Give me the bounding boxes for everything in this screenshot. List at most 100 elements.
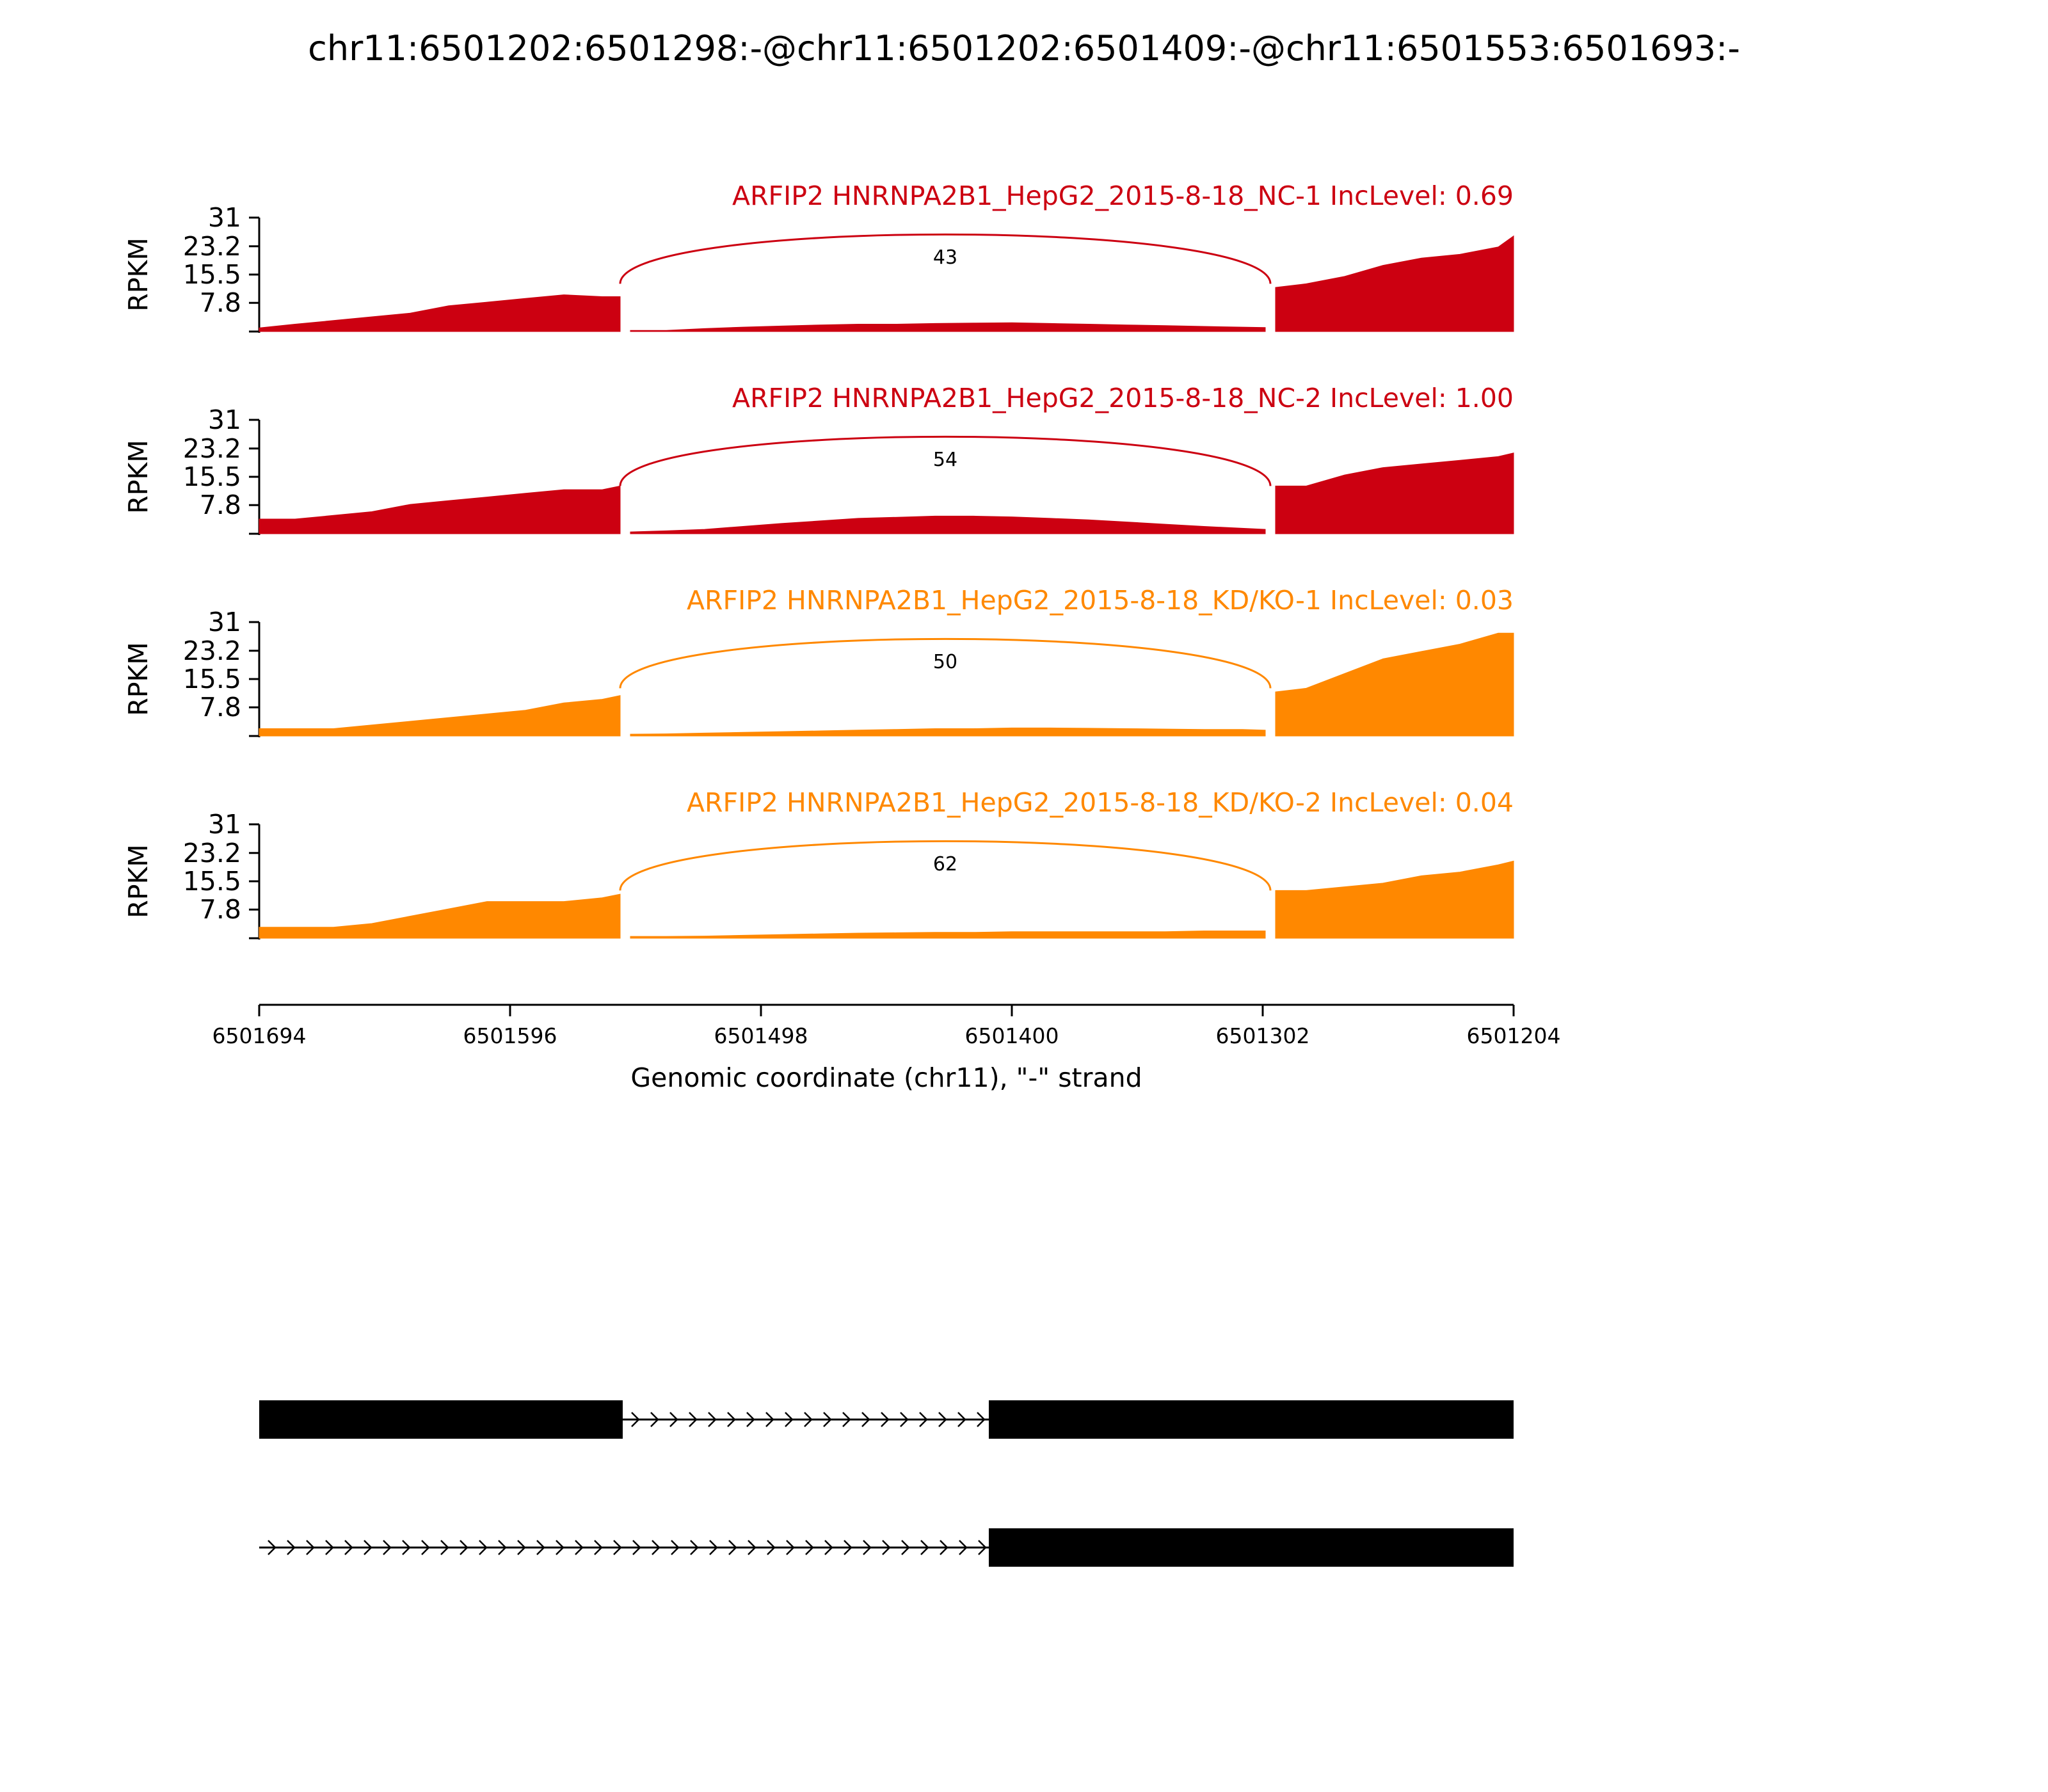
strand-arrow bbox=[765, 1412, 774, 1427]
strand-arrow bbox=[940, 1540, 948, 1555]
junction-count: 62 bbox=[933, 853, 957, 876]
y-tick-label: 7.8 bbox=[200, 287, 241, 318]
strand-arrow bbox=[727, 1412, 736, 1427]
y-tick-label: 31 bbox=[208, 202, 241, 233]
y-axis-label: RPKM bbox=[123, 440, 154, 513]
isoform-structures bbox=[259, 1400, 1514, 1567]
strand-arrow bbox=[364, 1540, 372, 1555]
exon-block bbox=[259, 1400, 623, 1439]
x-tick-label: 6501400 bbox=[965, 1023, 1059, 1048]
strand-arrow bbox=[900, 1412, 909, 1427]
x-tick-label: 6501596 bbox=[463, 1023, 557, 1048]
junction-count: 54 bbox=[933, 449, 957, 471]
x-tick-label: 6501302 bbox=[1216, 1023, 1310, 1048]
y-tick-label: 7.8 bbox=[200, 490, 241, 520]
junction-count: 50 bbox=[933, 651, 957, 673]
strand-arrow bbox=[919, 1412, 928, 1427]
strand-arrow bbox=[861, 1412, 870, 1427]
junction-count-bg bbox=[917, 646, 973, 672]
chart-title: chr11:6501202:6501298:-@chr11:6501202:65… bbox=[308, 28, 1740, 68]
strand-arrow bbox=[344, 1540, 353, 1555]
track-label: ARFIP2 HNRNPA2B1_HepG2_2015-8-18_KD/KO-2… bbox=[687, 787, 1514, 818]
strand-arrow bbox=[977, 1412, 986, 1427]
coverage-area-3 bbox=[1275, 235, 1514, 332]
coverage-area-2 bbox=[630, 931, 1266, 939]
strand-arrow bbox=[671, 1540, 680, 1555]
y-tick-label: 7.8 bbox=[200, 692, 241, 723]
junction-arc bbox=[619, 637, 1272, 689]
y-tick-label: 23.2 bbox=[183, 636, 241, 666]
coverage-area-3 bbox=[1275, 632, 1514, 737]
strand-arrow bbox=[746, 1412, 755, 1427]
isoform-1 bbox=[259, 1400, 1514, 1439]
strand-arrow bbox=[708, 1412, 717, 1427]
strand-arrow bbox=[594, 1540, 603, 1555]
strand-arrow bbox=[978, 1540, 987, 1555]
junction-count-bg bbox=[917, 849, 973, 874]
track-label: ARFIP2 HNRNPA2B1_HepG2_2015-8-18_NC-1 In… bbox=[732, 180, 1514, 211]
strand-arrow bbox=[882, 1540, 891, 1555]
strand-arrow bbox=[824, 1540, 833, 1555]
strand-arrow bbox=[652, 1540, 660, 1555]
strand-arrow bbox=[556, 1540, 564, 1555]
strand-arrow bbox=[957, 1412, 966, 1427]
strand-arrow bbox=[479, 1540, 488, 1555]
y-tick-label: 7.8 bbox=[200, 894, 241, 925]
strand-arrow bbox=[728, 1540, 737, 1555]
y-tick-label: 15.5 bbox=[183, 866, 241, 897]
y-tick-label: 15.5 bbox=[183, 461, 241, 492]
strand-arrow bbox=[844, 1540, 852, 1555]
strand-arrow bbox=[959, 1540, 968, 1555]
strand-arrow bbox=[938, 1412, 947, 1427]
y-tick-label: 31 bbox=[208, 607, 241, 637]
strand-arrow bbox=[421, 1540, 430, 1555]
x-tick-label: 6501694 bbox=[212, 1023, 307, 1048]
strand-arrow bbox=[901, 1540, 910, 1555]
x-tick-label: 6501204 bbox=[1467, 1023, 1561, 1048]
strand-arrow bbox=[460, 1540, 468, 1555]
strand-arrow bbox=[650, 1412, 659, 1427]
strand-arrow bbox=[632, 1540, 641, 1555]
junction-count-bg bbox=[917, 242, 973, 268]
strand-arrow bbox=[325, 1540, 334, 1555]
x-axis: Genomic coordinate (chr11), "-" strand 6… bbox=[212, 1004, 1561, 1093]
strand-arrow bbox=[440, 1540, 449, 1555]
strand-arrow bbox=[287, 1540, 296, 1555]
coverage-area-2 bbox=[630, 322, 1266, 332]
y-tick-label: 23.2 bbox=[183, 433, 241, 464]
strand-arrow bbox=[268, 1540, 276, 1555]
coverage-area-1 bbox=[259, 893, 621, 939]
x-tick-label: 6501498 bbox=[714, 1023, 808, 1048]
strand-arrow bbox=[536, 1540, 545, 1555]
junction-count: 43 bbox=[933, 246, 957, 269]
coverage-area-1 bbox=[259, 485, 621, 534]
strand-arrow bbox=[383, 1540, 392, 1555]
strand-arrow bbox=[689, 1412, 698, 1427]
strand-arrow bbox=[786, 1540, 795, 1555]
x-axis-label: Genomic coordinate (chr11), "-" strand bbox=[630, 1062, 1142, 1093]
strand-arrow bbox=[631, 1412, 640, 1427]
junction-arc bbox=[619, 233, 1272, 284]
track-label: ARFIP2 HNRNPA2B1_HepG2_2015-8-18_NC-2 In… bbox=[732, 383, 1514, 413]
track-label: ARFIP2 HNRNPA2B1_HepG2_2015-8-18_KD/KO-1… bbox=[687, 585, 1514, 616]
y-axis-label: RPKM bbox=[123, 642, 154, 716]
coverage-area-1 bbox=[259, 695, 621, 737]
strand-arrow bbox=[402, 1540, 411, 1555]
y-axis-label: RPKM bbox=[123, 237, 154, 311]
strand-arrow bbox=[748, 1540, 756, 1555]
y-tick-label: 23.2 bbox=[183, 231, 241, 262]
strand-arrow bbox=[920, 1540, 929, 1555]
coverage-area-1 bbox=[259, 294, 621, 332]
coverage-area-2 bbox=[630, 515, 1266, 534]
exon-block bbox=[989, 1400, 1514, 1439]
strand-arrow bbox=[613, 1540, 622, 1555]
coverage-area-3 bbox=[1275, 452, 1514, 534]
isoform-2 bbox=[259, 1528, 1514, 1567]
strand-arrow bbox=[690, 1540, 699, 1555]
strand-arrow bbox=[804, 1412, 813, 1427]
y-tick-label: 15.5 bbox=[183, 259, 241, 290]
strand-arrow bbox=[517, 1540, 526, 1555]
